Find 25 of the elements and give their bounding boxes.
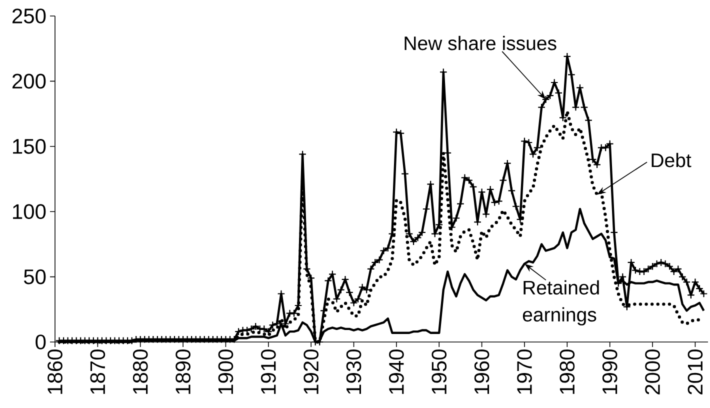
- x-tick-label: 1900: [218, 350, 234, 394]
- x-tick-label: 1990: [602, 350, 618, 394]
- x-tick-label: 1910: [260, 350, 276, 394]
- x-tick-label: 1970: [517, 350, 532, 394]
- y-tick-label: 100: [13, 204, 46, 220]
- y-tick-label: 50: [24, 269, 46, 284]
- x-tick-label: 1960: [474, 350, 490, 394]
- y-tick-label: 0: [36, 334, 46, 350]
- x-tick-label: 2000: [645, 350, 660, 394]
- legend-label: Retained earnings: [522, 280, 599, 326]
- y-tick-label: 250: [12, 8, 46, 24]
- x-tick-label: 1890: [176, 350, 190, 394]
- x-tick-label: 1940: [389, 350, 404, 394]
- x-tick-label: 1920: [304, 350, 319, 394]
- x-tick-label: 2010: [688, 350, 703, 394]
- text: Debt: [652, 152, 692, 168]
- x-tick-label: 1870: [90, 350, 106, 394]
- y-tick-label: 150: [13, 138, 46, 154]
- x-tick-label: 1980: [560, 350, 575, 394]
- x-tick-label: 1930: [346, 350, 362, 394]
- y-tick-label: 200: [12, 74, 46, 89]
- x-tick-label: 1950: [432, 350, 447, 394]
- x-tick-label: 1880: [132, 350, 148, 394]
- series-label: New share issues: [404, 36, 556, 50]
- x-tick-label: 1860: [48, 350, 62, 394]
